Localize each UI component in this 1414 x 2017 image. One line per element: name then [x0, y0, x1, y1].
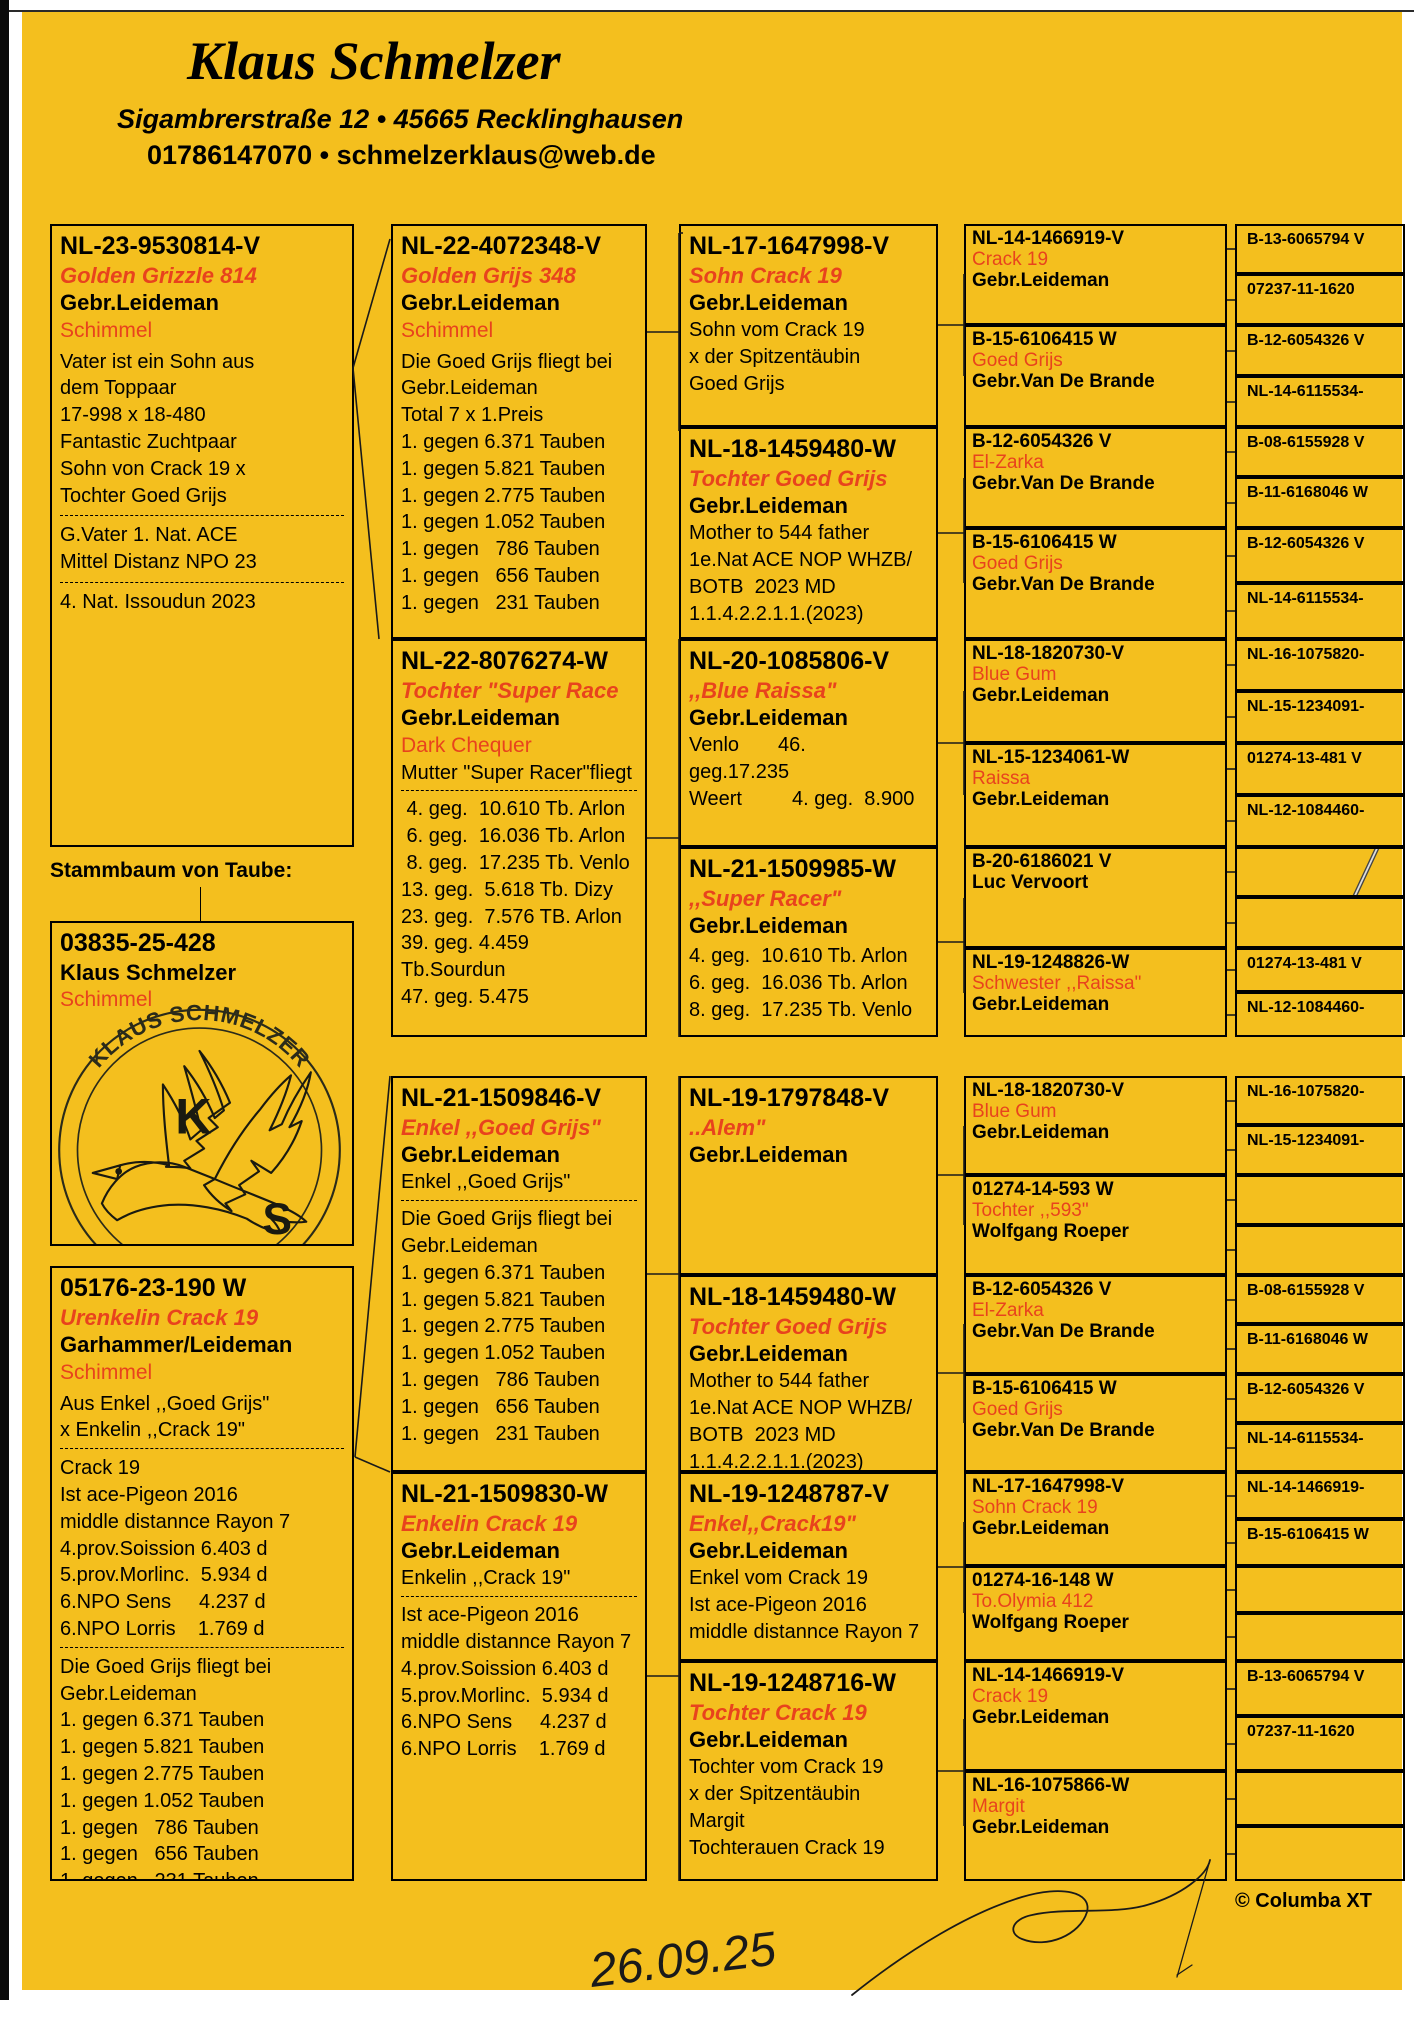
svg-text:26.09.25: 26.09.25: [586, 1923, 779, 1999]
